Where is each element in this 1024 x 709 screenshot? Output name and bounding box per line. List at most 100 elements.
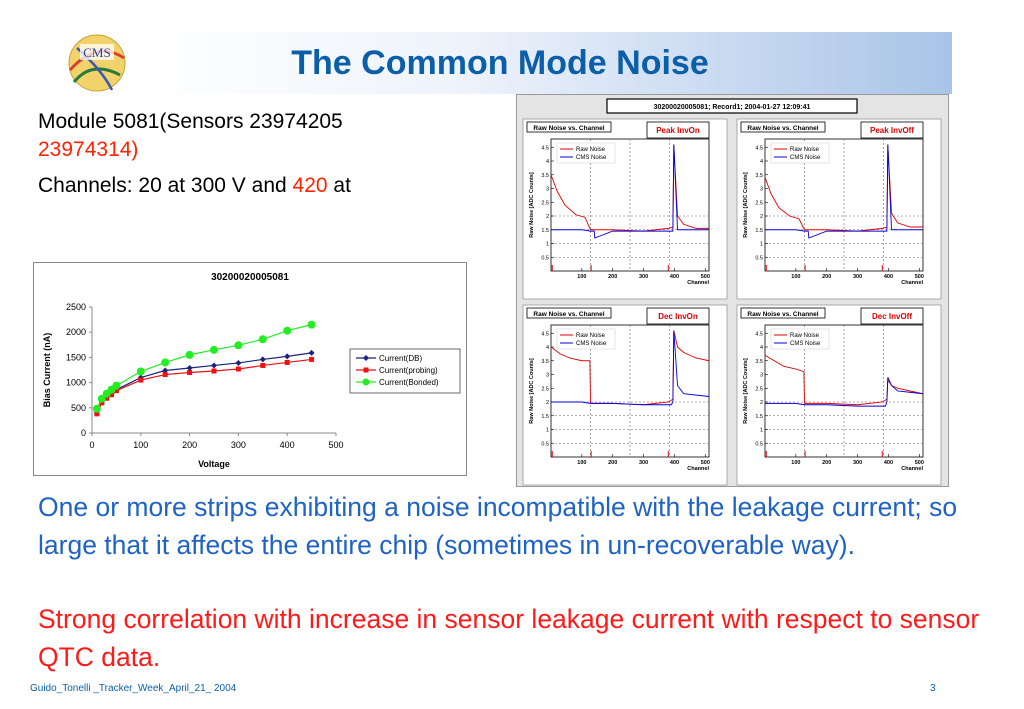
data-point bbox=[97, 394, 106, 403]
y-tick-label: 1 bbox=[546, 428, 549, 434]
y-tick-label: 2.5 bbox=[541, 386, 549, 392]
x-tick-label: 500 bbox=[915, 274, 924, 280]
pad-title: Raw Noise vs. Channel bbox=[533, 125, 604, 132]
data-point bbox=[138, 377, 144, 383]
pad-title-box bbox=[526, 307, 612, 319]
data-point bbox=[112, 381, 121, 390]
pad-legend-box bbox=[556, 328, 616, 350]
series-line-1 bbox=[551, 330, 710, 406]
y-axis-label: Raw Noise [ADC Counts] bbox=[529, 358, 535, 424]
series-line-1 bbox=[765, 377, 924, 407]
data-point bbox=[113, 388, 119, 394]
x-tick-label: 300 bbox=[231, 440, 246, 450]
legend-entry: CMS Noise bbox=[790, 155, 821, 161]
header-bar bbox=[140, 32, 952, 94]
legend-entry: Current(probing) bbox=[379, 366, 438, 375]
x-tick-label: 100 bbox=[791, 460, 800, 466]
data-point bbox=[284, 353, 291, 360]
y-tick-label: 1.5 bbox=[541, 228, 549, 234]
mode-label: Peak InvOn bbox=[656, 126, 700, 135]
data-point bbox=[109, 392, 115, 398]
y-tick-label: 4.5 bbox=[755, 145, 763, 151]
x-tick-label: 500 bbox=[701, 460, 710, 466]
data-point bbox=[161, 358, 170, 367]
x-tick-label: 0 bbox=[89, 440, 94, 450]
legend-entry: Current(Bonded) bbox=[379, 378, 439, 387]
data-point bbox=[187, 370, 193, 376]
footer-author: Guido_Tonelli _Tracker_Week_April_21_ 20… bbox=[30, 683, 237, 694]
mode-label-box bbox=[860, 307, 924, 325]
y-tick-label: 1.5 bbox=[755, 228, 763, 234]
x-axis-label: Channel bbox=[687, 280, 709, 286]
legend-entry: Raw Noise bbox=[790, 147, 820, 153]
data-point bbox=[92, 404, 101, 413]
data-point bbox=[186, 364, 193, 371]
data-point bbox=[235, 366, 241, 372]
data-point bbox=[136, 367, 145, 376]
canvas-title: 30200020005081; Record1; 2004-01-27 12:0… bbox=[654, 104, 811, 111]
y-tick-label: 3.5 bbox=[755, 359, 763, 365]
pad-title-box bbox=[740, 307, 826, 319]
data-point bbox=[99, 400, 105, 406]
y-tick-label: 1 bbox=[546, 242, 549, 248]
series-line-1 bbox=[551, 144, 709, 239]
legend-entry: CMS Noise bbox=[790, 341, 821, 347]
module-info: Module 5081(Sensors 23974205 23974314) C… bbox=[38, 108, 518, 200]
y-tick-label: 0.5 bbox=[755, 255, 763, 261]
pad-title: Raw Noise vs. Channel bbox=[533, 311, 604, 318]
y-tick-label: 4 bbox=[760, 345, 763, 351]
data-point bbox=[258, 335, 267, 344]
x-tick-label: 100 bbox=[577, 460, 586, 466]
y-tick-label: 2500 bbox=[66, 302, 86, 312]
x-axis-label: Channel bbox=[901, 466, 923, 472]
data-point bbox=[235, 359, 242, 366]
pad-legend-box bbox=[556, 142, 616, 164]
y-tick-label: 1.5 bbox=[541, 414, 549, 420]
mode-label: Dec InvOn bbox=[658, 312, 698, 321]
x-axis-label: Channel bbox=[901, 280, 923, 286]
y-tick-label: 4 bbox=[760, 159, 763, 165]
y-tick-label: 3 bbox=[760, 187, 763, 193]
pad-title-box bbox=[740, 121, 826, 133]
y-tick-label: 1 bbox=[760, 428, 763, 434]
mode-label-box bbox=[646, 307, 710, 325]
series-line-0 bbox=[764, 354, 924, 406]
y-tick-label: 0.5 bbox=[755, 441, 763, 447]
noise-pad-1: Raw Noise vs. Channel Peak InvOn 0.5 1 1.5 2 2… bbox=[522, 118, 728, 300]
y-tick-label: 1.5 bbox=[755, 414, 763, 420]
data-point bbox=[94, 411, 100, 417]
noise-pad-2: Raw Noise vs. Channel Peak InvOff 0.5 1 1.5 2… bbox=[736, 118, 942, 300]
data-point bbox=[210, 345, 218, 354]
data-point bbox=[309, 356, 315, 362]
y-tick-label: 4 bbox=[546, 159, 549, 165]
module-line: Module 5081(Sensors 23974205 bbox=[38, 110, 343, 133]
legend-entry: Raw Noise bbox=[790, 333, 820, 339]
data-point bbox=[234, 341, 243, 350]
mode-label-box bbox=[646, 121, 710, 139]
x-tick-label: 300 bbox=[853, 460, 862, 466]
y-axis-label: Bias Current (nA) bbox=[42, 333, 52, 408]
pad-title-box bbox=[526, 121, 612, 133]
pad-frame bbox=[736, 118, 942, 300]
y-tick-label: 1000 bbox=[66, 378, 86, 388]
legend-marker bbox=[363, 355, 369, 361]
y-tick-label: 2.5 bbox=[755, 200, 763, 206]
data-point bbox=[283, 326, 292, 335]
pad-title: Raw Noise vs. Channel bbox=[747, 125, 818, 132]
page-number: 3 bbox=[930, 683, 936, 694]
y-tick-label: 0.5 bbox=[541, 255, 549, 261]
x-tick-label: 400 bbox=[670, 460, 679, 466]
y-tick-label: 2 bbox=[760, 400, 763, 406]
x-tick-label: 200 bbox=[182, 440, 197, 450]
x-axis-label: Voltage bbox=[198, 459, 230, 469]
observation-text: One or more strips exhibiting a noise in… bbox=[38, 492, 958, 560]
y-tick-label: 2 bbox=[546, 400, 549, 406]
slide-title: The Common Mode Noise bbox=[291, 44, 709, 82]
x-tick-label: 400 bbox=[884, 274, 893, 280]
canvas-title-box bbox=[606, 98, 858, 114]
data-point bbox=[259, 356, 266, 363]
y-tick-label: 1500 bbox=[66, 352, 86, 362]
x-tick-label: 500 bbox=[915, 460, 924, 466]
y-tick-label: 500 bbox=[71, 403, 86, 413]
legend-marker bbox=[362, 378, 370, 386]
